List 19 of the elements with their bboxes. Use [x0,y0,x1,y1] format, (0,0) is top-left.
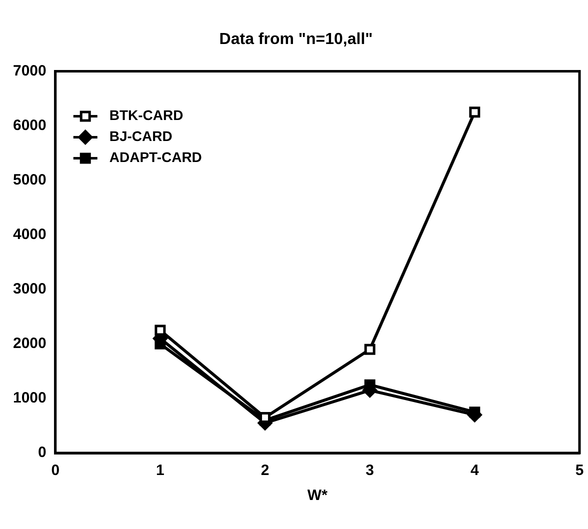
y-tick-label: 4000 [12,226,46,243]
x-tick-label: 3 [366,462,374,480]
x-tick-label: 5 [575,462,584,480]
chart-title: Data from "n=10,all" [219,31,373,48]
x-axis-title: W* [307,487,328,504]
legend-label: BJ-CARD [109,128,172,144]
y-tick-label: 6000 [12,116,46,134]
y-tick-label: 0 [38,444,46,462]
y-tick-label: 2000 [12,335,46,352]
legend-label: BTK-CARD [109,107,184,124]
legend-label: ADAPT-CARD [109,149,202,166]
y-tick-label: 5000 [12,171,46,188]
y-tick-label: 1000 [12,390,46,407]
x-tick-label: 2 [260,462,270,480]
x-tick-label: 1 [156,462,164,480]
y-tick-label: 3000 [12,280,46,298]
y-tick-label: 7000 [12,62,46,80]
x-tick-label: 0 [51,462,60,480]
x-tick-label: 4 [470,462,480,480]
